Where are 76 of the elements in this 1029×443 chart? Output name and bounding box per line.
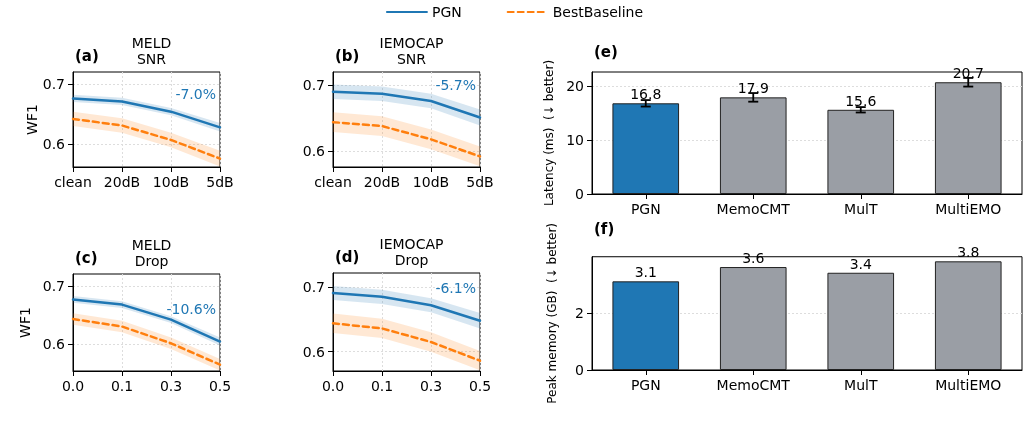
bar <box>934 82 1002 194</box>
line-series <box>331 291 482 322</box>
chart-title: MELD Drop <box>131 237 172 269</box>
x-tick-label: MemoCMT <box>716 377 791 393</box>
y-tick-label: 0.6 <box>42 335 66 352</box>
y-tick-label: 0 <box>575 186 584 202</box>
legend-label: PGN <box>431 4 462 20</box>
data-label: 3.4 <box>849 255 872 272</box>
chart-title: MELD SNR <box>131 35 172 67</box>
bar <box>934 261 1002 370</box>
y-tick-label: 20 <box>566 78 584 95</box>
x-tick-label: 0.5 <box>468 378 492 394</box>
y-axis-title: WF1 <box>16 307 33 338</box>
text: (d) <box>335 247 360 266</box>
legend-label: BestBaseline <box>552 4 644 20</box>
data-label: 20.7 <box>952 65 984 82</box>
x-tick-label: 5dB <box>206 174 234 190</box>
bar <box>719 97 787 194</box>
annotation: -5.7% <box>435 76 476 93</box>
annotation: -6.1% <box>435 279 476 296</box>
x-tick-label: 5dB <box>466 174 494 190</box>
text: (e) <box>594 42 618 61</box>
y-tick-label: 10 <box>566 132 584 149</box>
bar <box>827 272 895 370</box>
y-tick-label: 0.7 <box>42 76 65 93</box>
annotation: -7.0% <box>175 86 216 103</box>
chart-title: IEMOCAP Drop <box>379 236 444 268</box>
x-tick-label: 0.3 <box>159 378 183 394</box>
x-tick-label: PGN <box>630 377 661 393</box>
text: (b) <box>335 46 360 65</box>
y-tick-label: 0.6 <box>42 136 66 153</box>
x-tick-label: 0.1 <box>110 378 134 394</box>
text: (c) <box>75 248 98 267</box>
annotation: -10.6% <box>166 300 216 317</box>
y-tick-label: 0.7 <box>302 279 325 296</box>
x-tick-label: 0.3 <box>419 378 443 394</box>
y-tick-label: 0.6 <box>302 143 326 160</box>
x-tick-label: MemoCMT <box>716 201 791 217</box>
y-tick-label: 0.6 <box>302 343 326 360</box>
data-label: 15.6 <box>845 92 877 109</box>
x-tick-label: MultiEMO <box>935 377 1002 393</box>
x-tick-label: 0.0 <box>61 378 85 394</box>
y-axis-title: Peak memory (GB) (↓ better) <box>545 223 559 404</box>
text: (a) <box>75 46 99 65</box>
x-tick-label: 20dB <box>103 174 141 190</box>
y-tick-label: 0 <box>575 362 584 378</box>
line-series <box>331 322 482 362</box>
bar <box>612 281 680 370</box>
text: (f) <box>594 219 615 238</box>
x-tick-label: clean <box>54 174 92 190</box>
x-tick-label: 0.1 <box>370 378 394 394</box>
y-axis-title: WF1 <box>23 104 40 135</box>
y-tick-label: 2 <box>575 304 584 321</box>
x-tick-label: 10dB <box>412 174 450 190</box>
y-tick-label: 0.7 <box>302 77 325 94</box>
chart-title: IEMOCAP SNR <box>379 35 444 67</box>
data-label: 17.9 <box>737 80 769 97</box>
data-label: 3.1 <box>634 264 657 281</box>
y-axis-title: Latency (ms) (↓ better) <box>542 59 557 207</box>
bar <box>612 103 680 194</box>
bar <box>719 267 787 370</box>
y-tick-label: 0.7 <box>42 278 65 295</box>
x-tick-label: clean <box>314 174 352 190</box>
line-series <box>331 120 482 158</box>
bar <box>827 109 895 194</box>
x-tick-label: MultiEMO <box>935 201 1002 217</box>
line-series <box>71 117 222 160</box>
line-series <box>331 90 482 119</box>
x-tick-label: MulT <box>844 201 878 217</box>
x-tick-label: PGN <box>630 201 661 217</box>
x-tick-label: 0.0 <box>321 378 345 394</box>
x-tick-label: MulT <box>844 377 878 393</box>
x-tick-label: 20dB <box>363 174 401 190</box>
x-tick-label: 0.5 <box>208 378 232 394</box>
data-label: 16.8 <box>630 86 662 103</box>
x-tick-label: 10dB <box>152 174 190 190</box>
